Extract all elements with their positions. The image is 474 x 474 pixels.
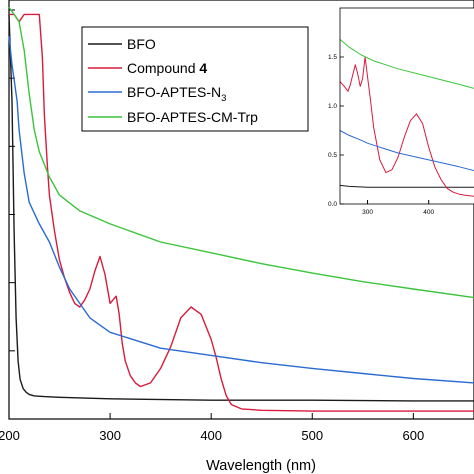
inset-x-tick-label-1: 400 xyxy=(423,209,434,216)
inset-y-tick-label-0: 0.0 xyxy=(328,201,337,208)
x-axis-ticks: 200 300 400 500 600 xyxy=(0,413,424,443)
series-line-3 xyxy=(8,6,474,299)
legend-label-compound-text: Compound xyxy=(127,60,199,76)
x-tick-label-0: 200 xyxy=(0,428,20,443)
inset-series-line-1 xyxy=(339,56,474,197)
legend-label-bfo-aptes-n3: BFO-APTES-N3 xyxy=(127,84,226,104)
series-line-0 xyxy=(8,14,474,402)
x-tick-label-3: 500 xyxy=(301,428,323,443)
inset-x-axis-ticks: 300 400 xyxy=(362,200,435,216)
legend-label-bfo-aptes-n3-subscript: 3 xyxy=(221,93,226,104)
legend-label-compound: Compound 4 xyxy=(127,60,207,76)
x-tick-label-1: 300 xyxy=(99,428,121,443)
inset-series-lines xyxy=(339,39,474,197)
inset-series-line-2 xyxy=(339,130,474,172)
x-tick-label-2: 400 xyxy=(200,428,222,443)
legend-label-bfo-aptes-n3-text: BFO-APTES-N xyxy=(127,84,221,100)
inset-y-tick-label-1: 0.5 xyxy=(328,152,337,159)
series-line-2 xyxy=(8,36,474,384)
inset-plot: 0.0 0.5 1.0 1.5 300 400 xyxy=(328,7,474,216)
series-line-1 xyxy=(9,13,474,412)
inset-x-tick-label-0: 300 xyxy=(362,209,373,216)
legend-label-bfo-aptes-cm-trp: BFO-APTES-CM-Trp xyxy=(127,109,258,125)
inset-y-tick-label-2: 1.0 xyxy=(328,103,337,110)
x-axis-label: Wavelength (nm) xyxy=(206,458,316,474)
legend-label-bfo: BFO xyxy=(127,36,156,52)
legend-label-compound-number: 4 xyxy=(199,60,207,76)
plot-frame xyxy=(8,0,474,420)
inset-series-line-0 xyxy=(339,184,474,188)
inset-y-tick-label-3: 1.5 xyxy=(328,54,337,61)
series-lines xyxy=(8,6,474,412)
inset-series-line-3 xyxy=(339,39,474,89)
inset-background xyxy=(340,8,474,204)
inset-y-axis-ticks: 0.0 0.5 1.0 1.5 xyxy=(328,54,344,208)
x-tick-label-4: 600 xyxy=(402,428,424,443)
legend: BFO Compound 4 BFO-APTES-N3 BFO-APTES-CM… xyxy=(81,26,309,132)
